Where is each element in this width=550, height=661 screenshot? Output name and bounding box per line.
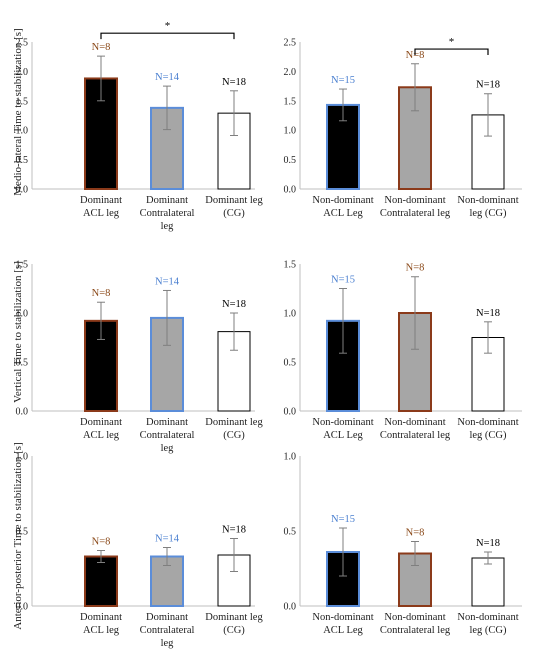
ml-dominant-n-label-1: N=14 <box>155 72 180 83</box>
ml-dominant-significance-bracket <box>100 32 235 40</box>
ml-nondominant-y-tick-label: 2.5 <box>284 38 297 49</box>
ap-dominant-category-label-2: Dominant leg (CG) <box>205 612 263 636</box>
ml-nondominant-y-tick-label: 0.5 <box>284 155 297 166</box>
ap-nondominant-category-label-0: Non-dominant ACL Leg <box>312 612 373 636</box>
ap-nondominant-y-tick-label: 1.0 <box>284 452 297 463</box>
y-axis-label-vertical: Vertical Time to stabilization [s] <box>12 261 24 403</box>
ml-dominant-category-label-0: Dominant ACL leg <box>80 195 122 219</box>
v-dominant-n-label-0: N=8 <box>92 288 111 299</box>
v-dominant-category-label-1: Dominant Contralateral leg <box>140 417 195 454</box>
v-nondominant-category-label-2: Non-dominant leg (CG) <box>457 417 518 441</box>
ap-nondominant-n-label-0: N=15 <box>331 514 355 525</box>
ap-dominant-n-label-0: N=8 <box>92 537 111 548</box>
ml-dominant-n-label-0: N=8 <box>92 42 111 53</box>
ap-nondominant-n-label-1: N=8 <box>406 528 425 539</box>
ap-nondominant-y-tick-label: 0.5 <box>284 527 297 538</box>
ml-dominant-n-label-2: N=18 <box>222 77 246 88</box>
ml-dominant-y-tick-label: 1.0 <box>16 126 29 137</box>
ml-dominant-y-tick-label: 0.5 <box>16 155 29 166</box>
v-dominant-y-tick-label: 0.5 <box>16 358 29 369</box>
y-axis-label-medio-lateral: Medio-lateral Time to stabilization [s] <box>12 28 24 196</box>
ml-nondominant-significance-bracket <box>414 48 489 56</box>
ap-dominant-n-label-1: N=14 <box>155 534 180 545</box>
ml-dominant-significance-star: * <box>165 20 171 32</box>
y-axis-label-anterior-posterior: Anterior-posterior Time to stabilization… <box>12 442 24 630</box>
ml-nondominant-n-label-0: N=15 <box>331 75 355 86</box>
ml-dominant-category-label-2: Dominant leg (CG) <box>205 195 263 219</box>
v-nondominant-y-tick-label: 0.5 <box>284 358 297 369</box>
ml-nondominant-category-label-2: Non-dominant leg (CG) <box>457 195 518 219</box>
ap-nondominant-category-label-1: Non-dominant Contralateral leg <box>380 612 451 636</box>
v-nondominant-y-tick-label: 1.0 <box>284 309 297 320</box>
v-dominant-y-tick-label: 0.0 <box>16 407 29 418</box>
ml-nondominant-y-tick-label: 1.5 <box>284 96 297 107</box>
ap-dominant-y-tick-label: 1.0 <box>16 452 29 463</box>
ap-dominant-category-label-1: Dominant Contralateral leg <box>140 612 195 649</box>
ml-nondominant-n-label-1: N=8 <box>406 50 425 61</box>
v-nondominant-n-label-0: N=15 <box>331 275 355 286</box>
ml-dominant-y-tick-label: 0.0 <box>16 185 29 196</box>
v-dominant-n-label-1: N=14 <box>155 276 180 287</box>
v-dominant-category-label-2: Dominant leg (CG) <box>205 417 263 441</box>
ap-dominant-n-label-2: N=18 <box>222 525 246 536</box>
v-dominant-n-label-2: N=18 <box>222 299 246 310</box>
v-dominant-category-label-0: Dominant ACL leg <box>80 417 122 441</box>
v-nondominant-y-tick-label: 0.0 <box>284 407 297 418</box>
ml-nondominant-n-label-2: N=18 <box>476 80 500 91</box>
v-nondominant-category-label-1: Non-dominant Contralateral leg <box>380 417 451 441</box>
ml-dominant-y-tick-label: 2.0 <box>16 67 29 78</box>
ap-nondominant-category-label-2: Non-dominant leg (CG) <box>457 612 518 636</box>
ml-nondominant-category-label-0: Non-dominant ACL Leg <box>312 195 373 219</box>
ml-nondominant-y-tick-label: 1.0 <box>284 126 297 137</box>
ml-nondominant-y-tick-label: 0.0 <box>284 185 297 196</box>
ap-dominant-category-label-0: Dominant ACL leg <box>80 612 122 636</box>
v-nondominant-n-label-1: N=8 <box>406 263 425 274</box>
ap-nondominant-y-tick-label: 0.0 <box>284 602 297 613</box>
ap-nondominant-bar-2 <box>471 557 505 607</box>
ml-dominant-y-tick-label: 1.5 <box>16 96 29 107</box>
v-dominant-y-tick-label: 1.0 <box>16 309 29 320</box>
v-nondominant-category-label-0: Non-dominant ACL Leg <box>312 417 373 441</box>
ml-dominant-category-label-1: Dominant Contralateral leg <box>140 195 195 232</box>
ml-nondominant-significance-star: * <box>449 36 455 48</box>
ml-nondominant-category-label-1: Non-dominant Contralateral leg <box>380 195 451 219</box>
v-dominant-y-tick-label: 1.5 <box>16 260 29 271</box>
v-nondominant-n-label-2: N=18 <box>476 308 500 319</box>
ap-dominant-y-tick-label: 0.0 <box>16 602 29 613</box>
ml-nondominant-y-tick-label: 2.0 <box>284 67 297 78</box>
ml-dominant-y-tick-label: 2.5 <box>16 38 29 49</box>
ap-nondominant-n-label-2: N=18 <box>476 538 500 549</box>
v-nondominant-y-tick-label: 1.5 <box>284 260 297 271</box>
ml-dominant-bar-2 <box>217 112 251 190</box>
ap-dominant-y-tick-label: 0.5 <box>16 527 29 538</box>
ap-dominant-bar-0 <box>84 555 118 607</box>
